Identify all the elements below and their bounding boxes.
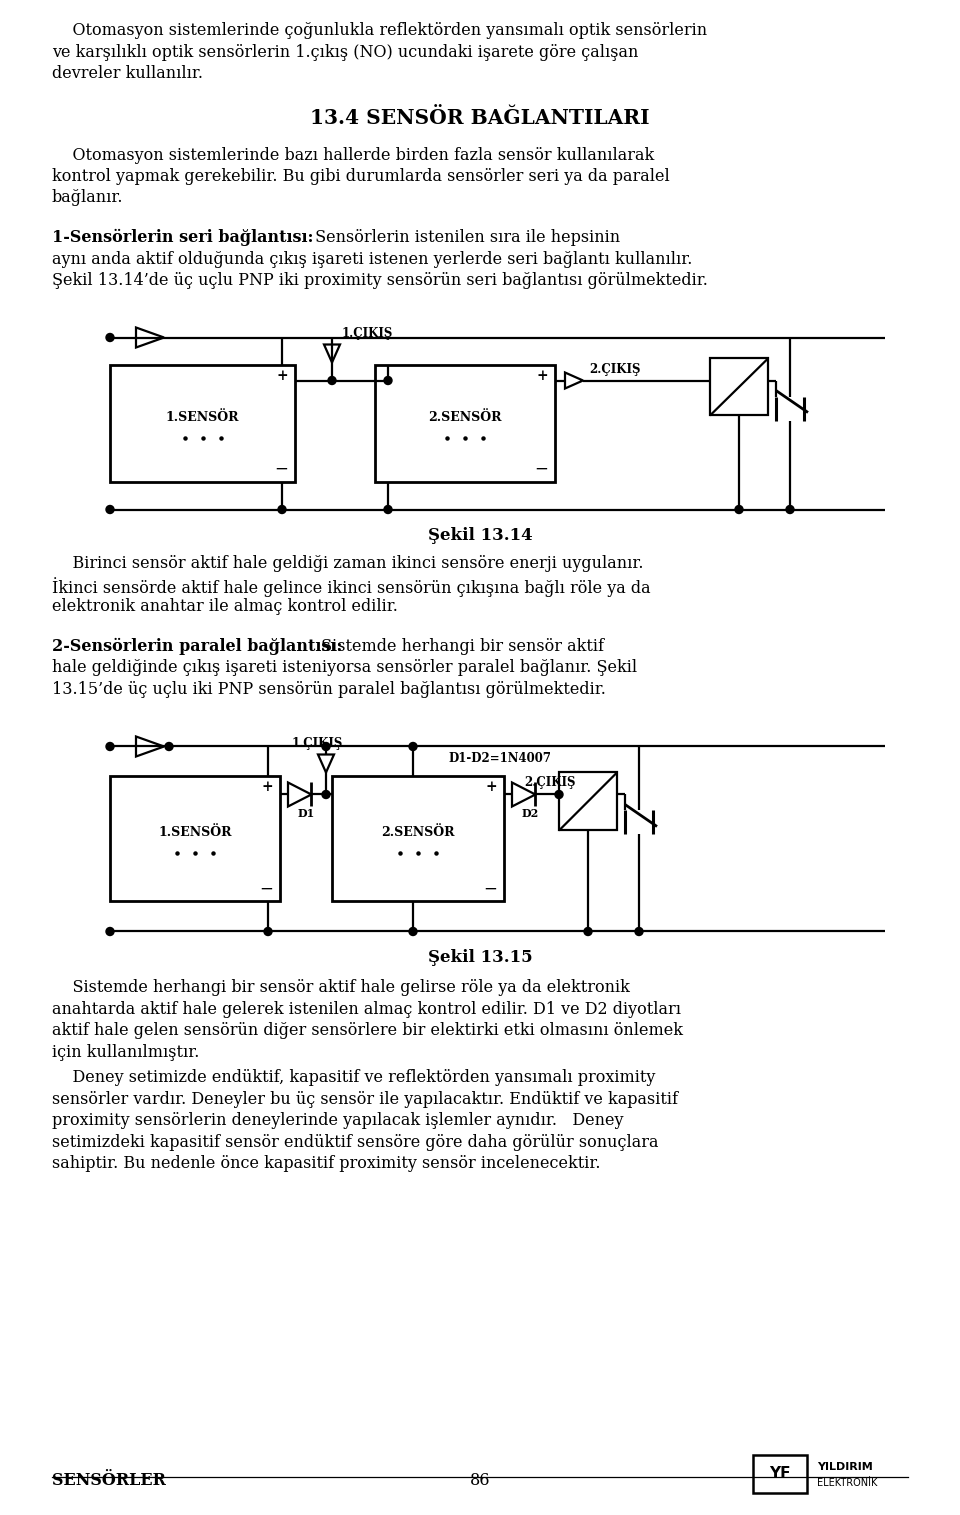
Text: D2: D2 (521, 809, 539, 820)
Circle shape (384, 506, 392, 514)
Text: setimizdeki kapasitif sensör endüktif sensöre göre daha görülür sonuçlara: setimizdeki kapasitif sensör endüktif se… (52, 1135, 659, 1151)
Text: Sistemde herhangi bir sensör aktif hale gelirse röle ya da elektronik: Sistemde herhangi bir sensör aktif hale … (52, 980, 630, 997)
Text: +: + (261, 780, 273, 794)
Bar (110, 777, 280, 901)
Text: hale geldiğinde çıkış işareti isteniyorsa sensörler paralel bağlanır. Şekil: hale geldiğinde çıkış işareti isteniyors… (52, 659, 637, 677)
Text: 2.SENSÖR: 2.SENSÖR (428, 411, 502, 424)
Text: ELEKTRONİK: ELEKTRONİK (817, 1479, 877, 1488)
Text: D1: D1 (298, 809, 315, 820)
Text: Şekil 13.14’de üç uçlu PNP iki proximity sensörün seri bağlantısı görülmektedir.: Şekil 13.14’de üç uçlu PNP iki proximity… (52, 273, 708, 289)
Text: 86: 86 (469, 1473, 491, 1489)
Text: bağlanır.: bağlanır. (52, 189, 124, 206)
Text: sensörler vardır. Deneyler bu üç sensör ile yapılacaktır. Endüktif ve kapasitif: sensörler vardır. Deneyler bu üç sensör … (52, 1091, 678, 1107)
Text: 2.SENSÖR: 2.SENSÖR (381, 827, 455, 839)
Circle shape (735, 506, 743, 514)
Circle shape (328, 377, 336, 385)
Bar (559, 773, 617, 830)
Text: için kullanılmıştır.: için kullanılmıştır. (52, 1044, 200, 1060)
Text: +: + (276, 370, 288, 383)
Text: elektronik anahtar ile almaç kontrol edilir.: elektronik anahtar ile almaç kontrol edi… (52, 598, 397, 615)
Text: aynı anda aktif olduğunda çıkış işareti istenen yerlerde seri bağlantı kullanılı: aynı anda aktif olduğunda çıkış işareti … (52, 250, 692, 268)
Text: aktif hale gelen sensörün diğer sensörlere bir elektirki etki olmasını önlemek: aktif hale gelen sensörün diğer sensörle… (52, 1023, 683, 1039)
Text: Birinci sensör aktif hale geldiği zaman ikinci sensöre enerji uygulanır.: Birinci sensör aktif hale geldiği zaman … (52, 556, 643, 573)
Text: Otomasyon sistemlerinde bazı hallerde birden fazla sensör kullanılarak: Otomasyon sistemlerinde bazı hallerde bi… (52, 147, 655, 164)
Text: 1.SENSÖR: 1.SENSÖR (166, 411, 239, 424)
Circle shape (555, 791, 563, 798)
Text: Otomasyon sistemlerinde çoğunlukla reflektörden yansımalı optik sensörlerin: Otomasyon sistemlerinde çoğunlukla refle… (52, 23, 708, 39)
Text: −: − (259, 880, 273, 897)
Text: proximity sensörlerin deneylerinde yapılacak işlemler aynıdır.   Deney: proximity sensörlerin deneylerinde yapıl… (52, 1112, 623, 1130)
Text: 1-Sensörlerin seri bağlantısı:: 1-Sensörlerin seri bağlantısı: (52, 229, 314, 245)
Text: Şekil 13.15: Şekil 13.15 (428, 950, 532, 967)
Bar (332, 777, 504, 901)
Circle shape (786, 506, 794, 514)
Text: 2-Sensörlerin paralel bağlantısı:: 2-Sensörlerin paralel bağlantısı: (52, 638, 343, 654)
Circle shape (165, 742, 173, 750)
Text: 13.4 SENSÖR BAĞLANTILARI: 13.4 SENSÖR BAĞLANTILARI (310, 109, 650, 129)
Text: ve karşılıklı optik sensörlerin 1.çıkış (NO) ucundaki işarete göre çalışan: ve karşılıklı optik sensörlerin 1.çıkış … (52, 44, 638, 61)
Text: kontrol yapmak gerekebilir. Bu gibi durumlarda sensörler seri ya da paralel: kontrol yapmak gerekebilir. Bu gibi duru… (52, 168, 670, 185)
Text: YF: YF (769, 1467, 791, 1482)
Bar (375, 365, 555, 482)
Text: 2.ÇIKIŞ: 2.ÇIKIŞ (524, 777, 575, 789)
Text: Sistemde herhangi bir sensör aktif: Sistemde herhangi bir sensör aktif (316, 638, 604, 654)
Text: −: − (534, 461, 548, 477)
Bar (110, 365, 295, 482)
Text: Şekil 13.14: Şekil 13.14 (428, 527, 532, 544)
Bar (710, 359, 768, 415)
Text: YILDIRIM: YILDIRIM (817, 1462, 873, 1473)
Circle shape (584, 927, 592, 935)
Circle shape (384, 377, 392, 385)
Circle shape (322, 791, 330, 798)
Text: −: − (483, 880, 497, 897)
Circle shape (635, 927, 643, 935)
Text: Deney setimizde endüktif, kapasitif ve reflektörden yansımalı proximity: Deney setimizde endüktif, kapasitif ve r… (52, 1070, 656, 1086)
Circle shape (106, 333, 114, 341)
Text: +: + (537, 370, 548, 383)
Circle shape (264, 927, 272, 935)
Text: D1-D2=1N4007: D1-D2=1N4007 (448, 753, 551, 765)
Text: 13.15’de üç uçlu iki PNP sensörün paralel bağlantısı görülmektedir.: 13.15’de üç uçlu iki PNP sensörün parale… (52, 682, 606, 698)
Circle shape (106, 927, 114, 935)
Text: SENSÖRLER: SENSÖRLER (52, 1473, 166, 1489)
Text: İkinci sensörde aktif hale gelince ikinci sensörün çıkışına bağlı röle ya da: İkinci sensörde aktif hale gelince ikinc… (52, 577, 651, 597)
Text: devreler kullanılır.: devreler kullanılır. (52, 65, 203, 82)
Circle shape (278, 506, 286, 514)
Circle shape (409, 742, 417, 750)
Circle shape (106, 742, 114, 750)
Text: 2.ÇIKIŞ: 2.ÇIKIŞ (589, 364, 640, 377)
Text: sahiptir. Bu nedenle önce kapasitif proximity sensör incelenecektir.: sahiptir. Bu nedenle önce kapasitif prox… (52, 1156, 601, 1173)
Text: 1.SENSÖR: 1.SENSÖR (158, 827, 231, 839)
Text: anahtarda aktif hale gelerek istenilen almaç kontrol edilir. D1 ve D2 diyotları: anahtarda aktif hale gelerek istenilen a… (52, 1001, 681, 1018)
Text: 1.ÇIKIŞ: 1.ÇIKIŞ (342, 327, 394, 341)
Circle shape (106, 506, 114, 514)
Circle shape (322, 742, 330, 750)
Text: −: − (275, 461, 288, 477)
Text: 1.ÇIKIŞ: 1.ÇIKIŞ (292, 738, 344, 750)
Text: +: + (486, 780, 497, 794)
Circle shape (409, 927, 417, 935)
Text: Sensörlerin istenilen sıra ile hepsinin: Sensörlerin istenilen sıra ile hepsinin (310, 229, 620, 245)
